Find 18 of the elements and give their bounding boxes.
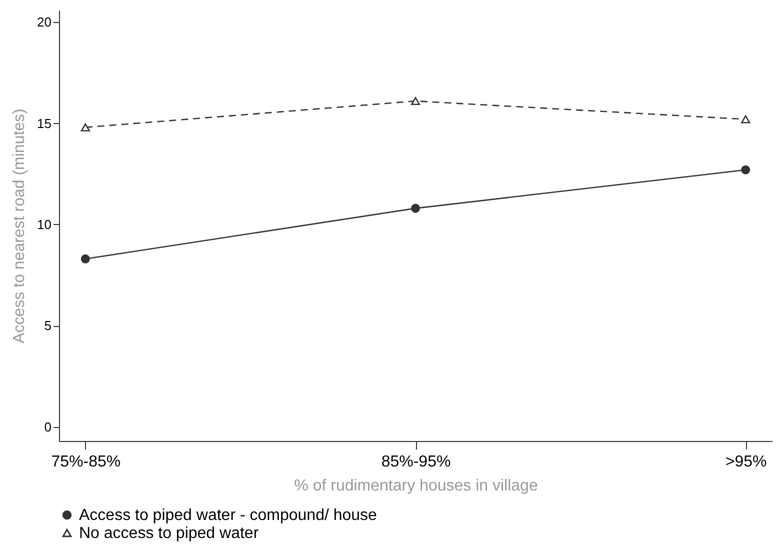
y-tick-label: 0 xyxy=(44,419,52,434)
point xyxy=(80,254,90,264)
x-tick-label: 85%-95% xyxy=(381,454,451,470)
x-tick-label: 75%-85% xyxy=(51,454,121,470)
point xyxy=(741,115,750,124)
point xyxy=(410,97,420,106)
legend-label: Access to piped water - compound/ house xyxy=(79,507,378,524)
x-axis-title: % of rudimentary houses in village xyxy=(294,478,538,494)
x-tick-label: >95% xyxy=(725,454,767,470)
legend-label: No access to piped water xyxy=(79,525,260,542)
point xyxy=(80,123,90,132)
y-tick-label: 20 xyxy=(37,14,52,30)
point xyxy=(410,204,420,213)
y-tick-label: 15 xyxy=(37,116,52,131)
y-tick-label: 10 xyxy=(37,216,52,232)
y-axis-title: Access to nearest road (minutes) xyxy=(11,108,28,344)
point xyxy=(741,165,750,174)
y-tick-label: 5 xyxy=(44,318,52,334)
